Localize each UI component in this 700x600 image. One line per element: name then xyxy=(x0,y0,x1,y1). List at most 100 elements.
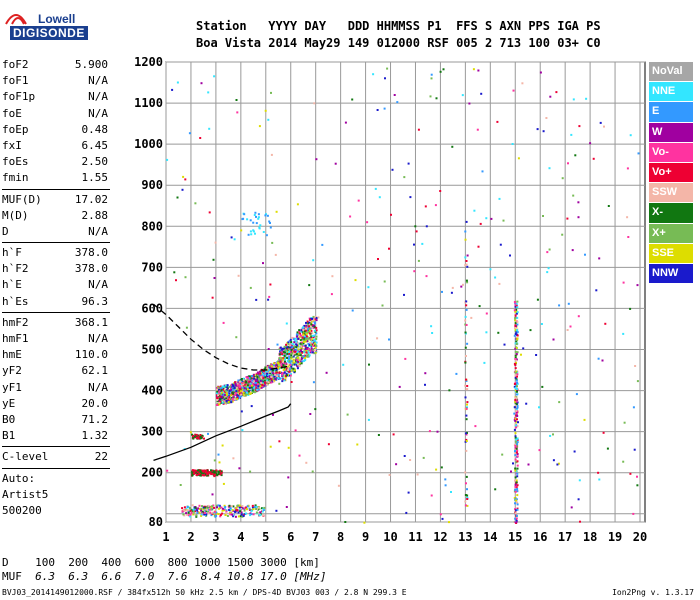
echo-point xyxy=(396,101,399,104)
echo-point xyxy=(278,357,281,360)
echo-point xyxy=(626,167,629,170)
param-row: foF1p N/A xyxy=(2,89,110,105)
echo-point xyxy=(261,385,264,388)
echo-point xyxy=(190,511,193,514)
echo-point xyxy=(315,326,318,329)
echo-point xyxy=(288,340,291,343)
echo-point xyxy=(305,327,307,330)
echo-point xyxy=(208,211,211,214)
echo-point xyxy=(571,249,574,252)
echo-point xyxy=(295,335,298,338)
echo-point xyxy=(312,338,315,341)
echo-point xyxy=(189,515,192,518)
echo-point xyxy=(220,506,223,509)
logo-line2: DIGISONDE xyxy=(10,26,88,40)
echo-point xyxy=(199,434,202,436)
echo-point xyxy=(234,510,237,513)
x-tick-label: 1 xyxy=(162,530,169,544)
echo-point xyxy=(466,431,468,434)
echo-point xyxy=(284,351,286,354)
echo-point xyxy=(271,241,274,244)
echo-point xyxy=(270,381,273,384)
echo-point xyxy=(315,349,318,352)
echo-point xyxy=(307,353,310,356)
echo-point xyxy=(280,357,282,359)
echo-point xyxy=(312,345,315,347)
echo-point xyxy=(267,378,270,381)
scaled-parameters-panel: foF2 5.900 foF1 N/A foF1p N/A foE N/A foEp 0.48 fx… xyxy=(2,57,110,519)
echo-point xyxy=(514,364,517,367)
param-name: h`F2 xyxy=(2,262,29,276)
legend-item: Vo+ xyxy=(649,162,693,183)
echo-point xyxy=(258,381,261,383)
echo-point xyxy=(368,363,370,366)
echo-point xyxy=(303,351,306,354)
echo-point xyxy=(246,508,248,511)
echo-point xyxy=(298,330,301,333)
echo-point xyxy=(415,230,418,233)
echo-point xyxy=(273,375,276,378)
echo-point xyxy=(514,512,517,515)
echo-point xyxy=(465,414,468,417)
echo-point xyxy=(199,473,202,476)
echo-point xyxy=(516,351,519,354)
echo-point xyxy=(244,383,247,386)
echo-point xyxy=(312,324,315,327)
echo-point xyxy=(272,364,275,367)
echo-point xyxy=(255,298,258,301)
echo-point xyxy=(220,474,223,477)
echo-point xyxy=(237,274,240,277)
echo-point xyxy=(464,331,467,334)
echo-point xyxy=(221,385,224,388)
echo-point xyxy=(512,89,515,92)
echo-point xyxy=(464,319,467,322)
echo-point xyxy=(567,162,569,165)
param-separator xyxy=(2,311,110,313)
echo-point xyxy=(514,319,517,322)
echo-point xyxy=(257,373,260,376)
echo-point xyxy=(223,392,226,395)
echo-point xyxy=(514,454,517,457)
echo-point xyxy=(251,506,254,509)
echo-point xyxy=(243,509,246,512)
echo-point xyxy=(223,396,226,399)
echo-point xyxy=(515,400,518,403)
echo-point xyxy=(232,384,235,387)
echo-point xyxy=(252,386,254,389)
y-tick-label: 300 xyxy=(141,425,163,439)
echo-point xyxy=(166,469,169,472)
echo-point xyxy=(216,474,219,476)
echo-point xyxy=(383,107,386,110)
echo-point xyxy=(253,386,256,389)
echo-point xyxy=(227,394,230,397)
echo-point xyxy=(464,315,467,318)
echo-point xyxy=(216,400,219,403)
echo-point xyxy=(312,259,315,262)
echo-point xyxy=(314,346,317,349)
echo-point xyxy=(311,317,314,320)
echo-point xyxy=(305,336,308,339)
legend-item: X+ xyxy=(649,223,693,243)
echo-point xyxy=(252,229,255,232)
echo-point xyxy=(314,339,317,342)
echo-point xyxy=(302,348,305,350)
echo-point xyxy=(344,121,347,124)
echo-point xyxy=(302,355,305,358)
echo-point xyxy=(233,390,236,393)
echo-point xyxy=(514,432,517,435)
echo-point xyxy=(255,382,257,385)
echo-point xyxy=(196,474,199,476)
echo-point xyxy=(284,363,287,366)
echo-point xyxy=(290,354,293,357)
echo-point xyxy=(256,388,259,391)
x-tick-label: 17 xyxy=(558,530,572,544)
legend-item: X- xyxy=(649,203,693,223)
echo-point xyxy=(282,357,285,360)
echo-point xyxy=(256,386,259,389)
echo-point xyxy=(187,514,190,517)
echo-point xyxy=(224,388,226,391)
echo-point xyxy=(514,376,517,379)
echo-point xyxy=(513,385,516,388)
echo-point xyxy=(308,321,311,324)
profile-dashed-line xyxy=(153,303,291,371)
